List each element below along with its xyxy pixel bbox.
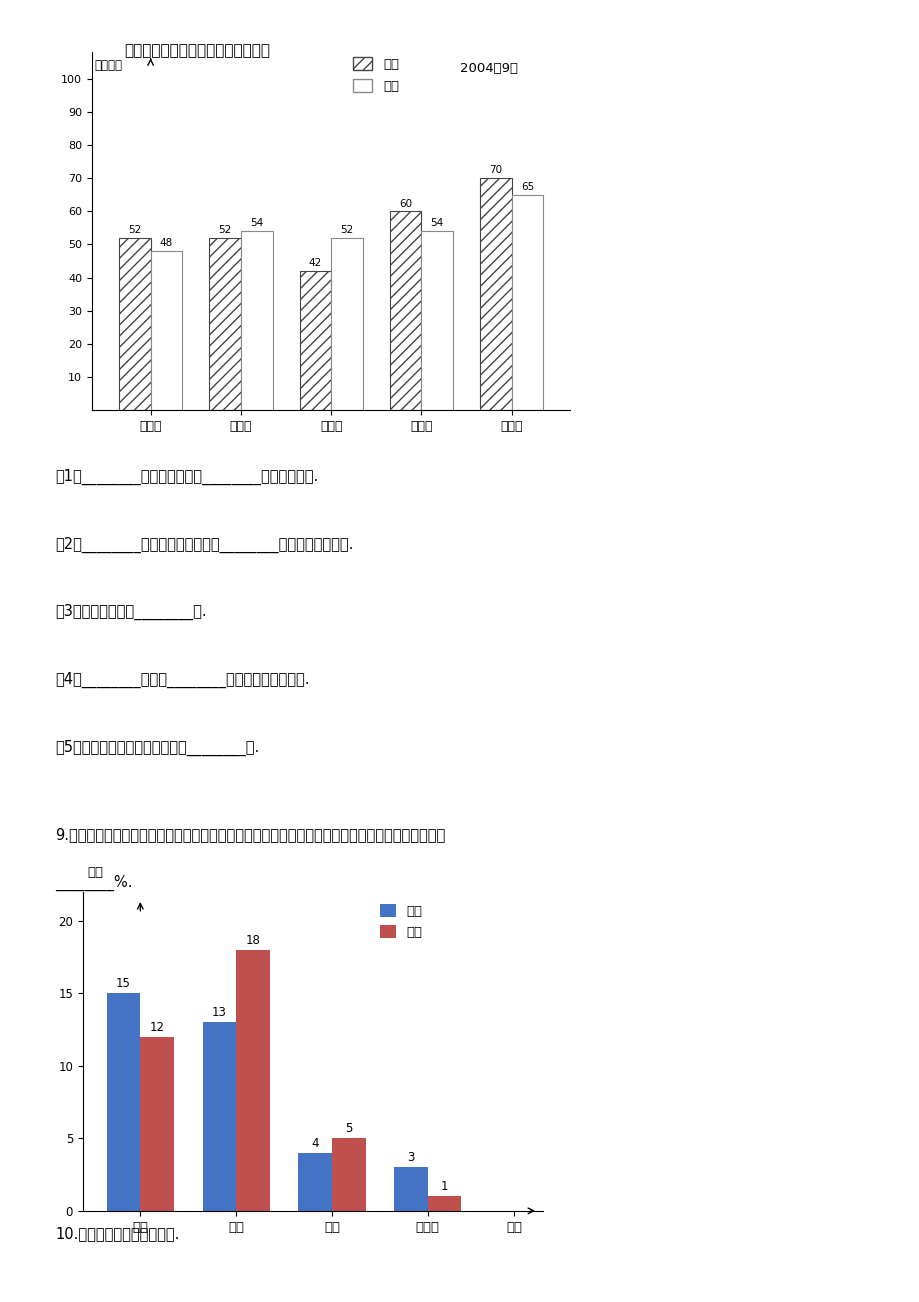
Bar — [427, 1197, 460, 1211]
Bar — [390, 211, 421, 410]
Text: 4: 4 — [312, 1137, 319, 1150]
Text: （5）五年级女生比一年级女生多________人.: （5）五年级女生比一年级女生多________人. — [55, 740, 259, 755]
Text: 3: 3 — [407, 1151, 414, 1164]
Bar — [241, 232, 272, 410]
Bar — [119, 238, 151, 410]
Text: 54: 54 — [430, 219, 443, 228]
Bar — [480, 178, 511, 410]
Text: 10.根据统计图回答下面问题.: 10.根据统计图回答下面问题. — [55, 1226, 179, 1242]
Text: 9.如图是某校六年级二班的期中考试成绩统计图，看图回答问题．本次期中考试数学学科的优秀率是: 9.如图是某校六年级二班的期中考试成绩统计图，看图回答问题．本次期中考试数学学科… — [55, 827, 445, 842]
Bar — [332, 1138, 365, 1211]
Text: 13: 13 — [211, 1006, 227, 1019]
Text: 永进小学各年级男、女生人数统计图: 永进小学各年级男、女生人数统计图 — [124, 43, 270, 59]
Text: 65: 65 — [520, 182, 534, 191]
Bar — [151, 251, 182, 410]
Text: 42: 42 — [309, 258, 322, 268]
Text: （2）________年级男生人数最多，________年级女生人数最少.: （2）________年级男生人数最多，________年级女生人数最少. — [55, 536, 353, 552]
Text: （4）________年级和________年级男生人数同样多.: （4）________年级和________年级男生人数同样多. — [55, 672, 310, 687]
Text: ________%.: ________%. — [55, 875, 132, 891]
Text: 60: 60 — [399, 199, 412, 208]
Text: 54: 54 — [250, 219, 263, 228]
Text: 70: 70 — [489, 165, 502, 176]
Bar — [107, 993, 141, 1211]
Bar — [421, 232, 452, 410]
Legend: 数学, 语文: 数学, 语文 — [374, 898, 427, 944]
Bar — [300, 271, 331, 410]
Text: 52: 52 — [219, 225, 232, 236]
Bar — [298, 1152, 332, 1211]
Bar — [511, 194, 543, 410]
Bar — [394, 1168, 427, 1211]
Bar — [210, 238, 241, 410]
Bar — [141, 1036, 174, 1211]
Legend: 男生, 女生: 男生, 女生 — [347, 52, 403, 99]
Text: 5: 5 — [345, 1122, 352, 1135]
Text: 15: 15 — [116, 978, 130, 991]
Text: 1: 1 — [440, 1181, 448, 1194]
Bar — [331, 238, 362, 410]
Text: 2004年9月: 2004年9月 — [460, 62, 517, 76]
Text: 48: 48 — [160, 238, 173, 249]
Text: 52: 52 — [128, 225, 142, 236]
Bar — [236, 950, 269, 1211]
Text: 52: 52 — [340, 225, 353, 236]
Text: （3）全校共有女生________人.: （3）全校共有女生________人. — [55, 604, 207, 620]
Bar — [202, 1022, 236, 1211]
Text: 人数: 人数 — [87, 866, 104, 879]
Text: 单位：人: 单位：人 — [95, 60, 122, 72]
Text: （1）________年级人数最多，________年级人数最少.: （1）________年级人数最多，________年级人数最少. — [55, 469, 318, 484]
Text: 18: 18 — [245, 934, 260, 947]
Text: 12: 12 — [150, 1021, 165, 1034]
